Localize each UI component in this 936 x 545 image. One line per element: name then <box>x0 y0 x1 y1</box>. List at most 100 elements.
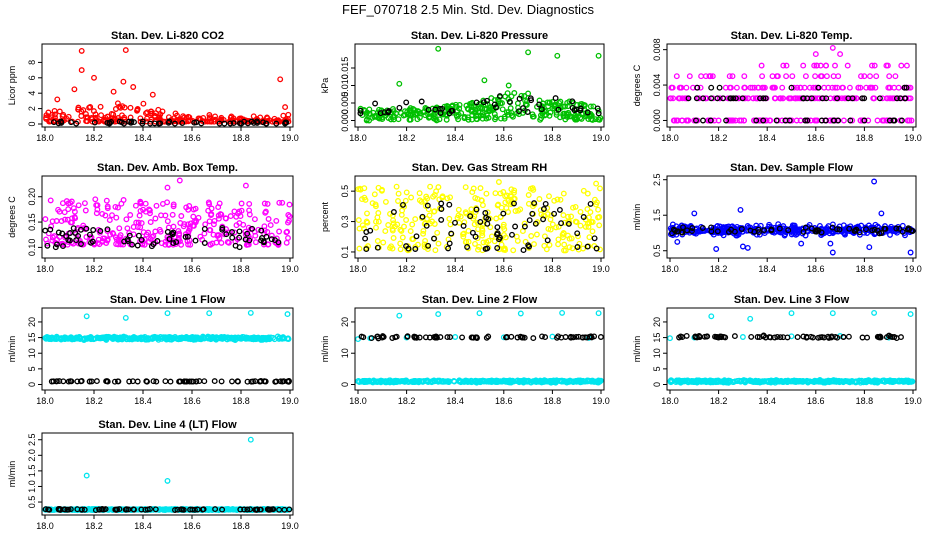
x-tick-label: 18.4 <box>134 264 152 274</box>
y-tick-label: 0.015 <box>340 57 350 80</box>
y-axis-label: ml/min <box>7 461 17 488</box>
data-point <box>50 119 57 126</box>
chart-title: Stan. Dev. Line 1 Flow <box>110 294 226 306</box>
series-points <box>357 93 602 117</box>
data-point <box>109 336 116 343</box>
data-point <box>692 333 699 340</box>
data-point <box>111 378 118 385</box>
data-point <box>702 95 709 102</box>
data-point <box>47 197 54 204</box>
data-point <box>403 99 410 106</box>
data-point <box>677 379 684 386</box>
series-points <box>42 177 293 248</box>
data-point <box>721 225 728 232</box>
data-point <box>246 237 253 244</box>
data-point <box>541 242 548 249</box>
data-point <box>818 232 825 239</box>
data-point <box>478 197 485 204</box>
data-point <box>153 378 160 385</box>
data-point <box>693 95 700 102</box>
data-point <box>484 112 490 119</box>
data-point <box>185 227 192 234</box>
data-point <box>361 185 368 192</box>
series-points <box>667 44 915 124</box>
data-point <box>398 227 405 234</box>
data-point <box>788 310 795 317</box>
data-point <box>907 249 914 256</box>
data-point <box>814 227 820 234</box>
data-point <box>249 225 256 232</box>
data-point <box>122 47 129 54</box>
chart-title: Stan. Dev. Sample Flow <box>730 162 853 174</box>
data-point <box>283 119 290 126</box>
data-point <box>708 224 715 231</box>
data-point <box>446 240 453 247</box>
data-point <box>856 377 863 384</box>
x-tick-label: 18.8 <box>232 133 250 143</box>
data-point <box>694 84 701 91</box>
data-point <box>497 100 504 107</box>
data-point <box>905 95 912 102</box>
data-point <box>83 313 90 320</box>
data-point <box>430 193 437 200</box>
data-point <box>531 241 537 248</box>
data-point <box>595 116 602 123</box>
data-point <box>696 228 703 235</box>
x-tick-label: 18.4 <box>446 133 464 143</box>
data-point <box>124 225 131 232</box>
data-point <box>44 240 51 247</box>
data-point <box>117 232 124 239</box>
data-point <box>898 334 904 341</box>
data-point <box>741 84 748 91</box>
x-tick-label: 19.0 <box>281 264 299 274</box>
x-tick-label: 18.6 <box>495 133 513 143</box>
data-point <box>242 236 249 243</box>
data-point <box>126 378 133 385</box>
data-point <box>229 234 236 241</box>
data-point <box>859 95 866 102</box>
chart-panel: Stan. Dev. Line 1 Flow ml/min 18.0 18.2 18.4… <box>7 294 299 406</box>
y-tick-label: 0.005 <box>340 92 350 115</box>
data-point <box>186 203 193 209</box>
data-point <box>162 378 169 385</box>
x-tick-label: 18.8 <box>856 396 874 406</box>
data-point <box>505 82 512 89</box>
data-point <box>65 113 72 120</box>
data-point <box>587 103 594 110</box>
data-point <box>784 334 791 341</box>
data-point <box>220 116 227 123</box>
data-point <box>667 335 673 342</box>
data-point <box>679 117 686 124</box>
data-point <box>255 226 262 233</box>
data-point <box>472 240 478 247</box>
data-point <box>363 246 370 253</box>
data-point <box>390 378 397 385</box>
data-point <box>597 246 603 253</box>
data-point <box>241 506 248 513</box>
data-point <box>119 103 126 110</box>
data-point <box>556 377 563 384</box>
data-point <box>438 206 445 212</box>
data-point <box>51 107 58 114</box>
data-point <box>501 115 508 122</box>
data-point <box>247 436 254 443</box>
data-point <box>472 233 479 240</box>
data-point <box>147 108 154 115</box>
y-tick-label: 2.0 <box>27 449 37 462</box>
plot-frame <box>41 307 294 391</box>
data-point <box>565 213 571 220</box>
data-point <box>164 310 171 317</box>
data-point <box>841 230 848 237</box>
x-tick-label: 18.6 <box>183 521 201 531</box>
data-point <box>78 47 85 54</box>
data-point <box>871 309 878 316</box>
data-point <box>839 84 846 91</box>
data-point <box>260 119 267 126</box>
data-point <box>783 62 790 69</box>
data-point <box>130 224 137 230</box>
data-point <box>460 231 466 238</box>
chart-title: Stan. Dev. Line 3 Flow <box>734 294 850 306</box>
data-point <box>176 177 183 184</box>
data-point <box>55 206 62 213</box>
data-point <box>135 232 142 239</box>
